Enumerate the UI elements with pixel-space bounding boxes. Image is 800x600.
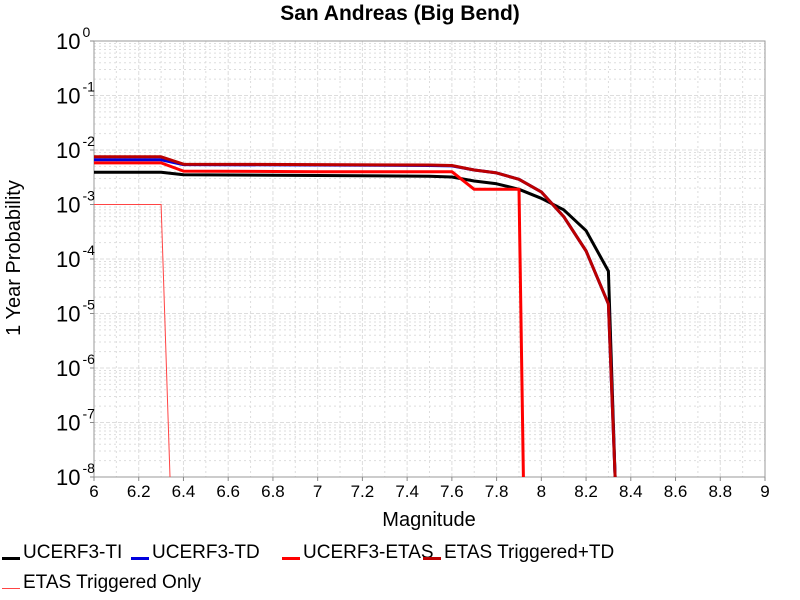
x-tick-label: 6.6	[216, 482, 240, 501]
y-axis-label: 1 Year Probability	[3, 180, 25, 336]
x-tick-label: 8.6	[664, 482, 688, 501]
x-tick-label: 7.4	[395, 482, 419, 501]
legend-swatch	[2, 587, 20, 589]
legend-item: UCERF3-ETAS	[282, 542, 434, 564]
x-tick-label: 8.2	[574, 482, 598, 501]
legend-swatch	[2, 556, 20, 560]
x-tick-label: 7.6	[440, 482, 464, 501]
y-tick-label: 10 -2	[56, 133, 95, 163]
x-tick-label: 6.4	[172, 482, 196, 501]
legend-label: ETAS Triggered+TD	[444, 542, 615, 563]
legend-item: ETAS Triggered Only	[2, 572, 201, 594]
chart-title: San Andreas (Big Bend)	[280, 2, 520, 25]
y-tick-label: 10 -7	[56, 406, 95, 436]
y-tick-label: 10 -5	[56, 297, 95, 327]
legend-swatch	[131, 556, 149, 560]
x-tick-label: 7	[313, 482, 322, 501]
y-tick-label: 10 -1	[56, 79, 95, 109]
x-tick-label: 8.4	[619, 482, 643, 501]
x-tick-label: 7.2	[351, 482, 375, 501]
x-tick-label: 7.8	[485, 482, 509, 501]
x-tick-label: 9	[760, 482, 769, 501]
x-tick-label: 6	[89, 482, 98, 501]
y-tick-label: 10 -6	[56, 351, 95, 381]
legend-label: UCERF3-TD	[152, 542, 260, 563]
x-tick-label: 6.2	[127, 482, 151, 501]
legend-label: UCERF3-ETAS	[303, 542, 434, 563]
x-tick-label: 6.8	[261, 482, 285, 501]
x-tick-label: 8	[537, 482, 546, 501]
legend-item: UCERF3-TI	[2, 542, 122, 564]
legend-label: ETAS Triggered Only	[23, 572, 202, 593]
y-tick-label: 10 -4	[56, 242, 95, 272]
chart: San Andreas (Big Bend) 6 6.2 6.4 6.6 6.8 7 7.2…	[3, 2, 770, 531]
grid	[93, 40, 766, 478]
series-line-0	[94, 170, 617, 478]
series-line-3	[94, 155, 617, 478]
y-tick-label: 10 -8	[56, 460, 95, 490]
series-line-4	[94, 204, 171, 478]
legend-item: UCERF3-TD	[131, 542, 260, 564]
y-tick-label: 10 0	[56, 24, 90, 54]
x-axis: 6 6.2 6.4 6.6 6.8 7 7.2 7.4 7.6 7.8 8 8.2 8.4 8.6 8.8 9	[89, 477, 770, 501]
legend: UCERF3-TI UCERF3-TD UCERF3-ETAS ETAS Trigge…	[0, 538, 800, 600]
series-layer	[94, 155, 617, 478]
legend-item: ETAS Triggered+TD	[423, 542, 614, 564]
y-tick-label: 10 -3	[56, 188, 95, 218]
x-axis-label: Magnitude	[382, 509, 475, 531]
legend-swatch	[282, 556, 300, 560]
x-tick-label: 8.8	[708, 482, 732, 501]
legend-swatch	[423, 556, 441, 560]
legend-label: UCERF3-TI	[23, 542, 123, 563]
series-line-2	[94, 161, 525, 478]
